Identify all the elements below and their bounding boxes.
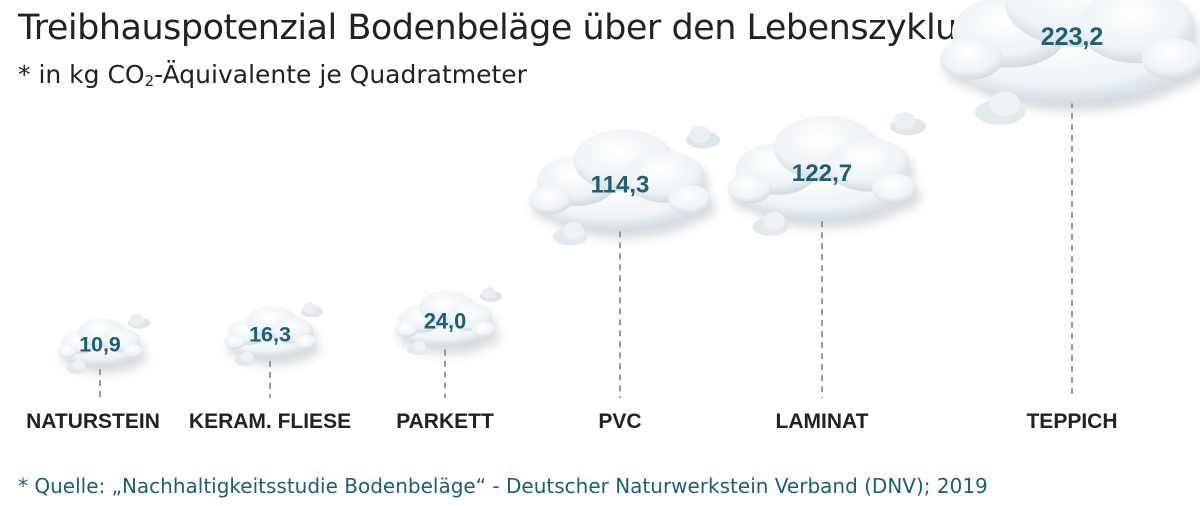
subtitle-prefix: * in kg CO [18,60,145,89]
small-cloud-upper [127,313,151,329]
category-label: NATURSTEIN [26,410,160,433]
cloud-shape [940,0,1200,104]
category-label: LAMINAT [776,410,869,433]
category-label: KERAM. FLIESE [189,410,351,433]
small-cloud-lower [234,351,256,366]
value-label: 16,3 [249,323,291,347]
small-cloud-upper [890,111,927,136]
cloud-mark-4: 122,7 LAMINAT [727,111,927,433]
subtitle-subscript: 2 [144,72,155,90]
small-cloud-upper [300,302,324,318]
cloud-mark-0: 10,9 NATURSTEIN [26,313,160,433]
value-label: 122,7 [792,160,852,187]
chart-subtitle: * in kg CO2-Äquivalente je Quadratmeter [18,60,527,90]
category-label: TEPPICH [1026,410,1117,433]
source-note: * Quelle: „Nachhaltigkeitsstudie Bodenbe… [18,474,988,498]
cloud-shape [727,115,917,221]
cloud-mark-1: 16,3 KERAM. FLIESE [189,302,351,433]
value-label: 10,9 [79,332,121,356]
subtitle-suffix: -Äquivalente je Quadratmeter [154,60,527,89]
category-label: PVC [598,410,641,433]
small-cloud-upper [479,287,503,302]
cloud-mark-2: 24,0 PARKETT [394,287,503,433]
small-cloud-lower [974,91,1026,125]
category-label: PARKETT [396,410,494,433]
cloud-shape [528,129,712,231]
chart-title: Treibhauspotenzial Bodenbeläge über den … [18,8,975,48]
cloud-shape [394,290,496,347]
small-cloud-upper [685,125,721,149]
cloud-shape [57,318,143,366]
small-cloud-lower [752,211,789,236]
value-label: 24,0 [424,308,466,333]
small-cloud-lower [406,341,428,356]
cloud-mark-3: 114,3 PVC [528,125,721,433]
small-cloud-lower [66,359,88,374]
value-label: 223,2 [1041,23,1104,51]
cloud-mark-5: 223,2 TEPPICH [940,0,1200,433]
value-label: 114,3 [591,172,650,199]
cloud-shape [223,306,317,358]
small-cloud-lower [552,222,588,246]
